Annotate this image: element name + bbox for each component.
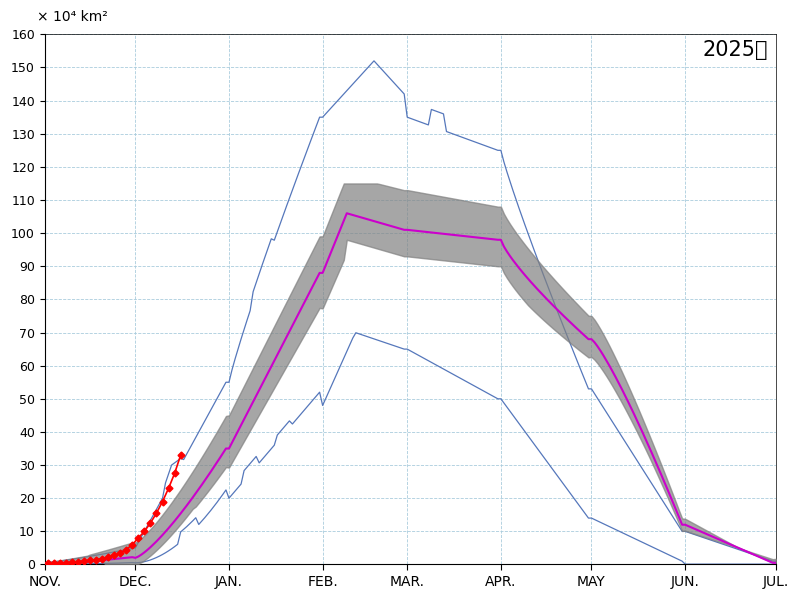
Text: 2025年: 2025年 <box>703 40 769 59</box>
Text: × 10⁴ km²: × 10⁴ km² <box>38 10 108 24</box>
